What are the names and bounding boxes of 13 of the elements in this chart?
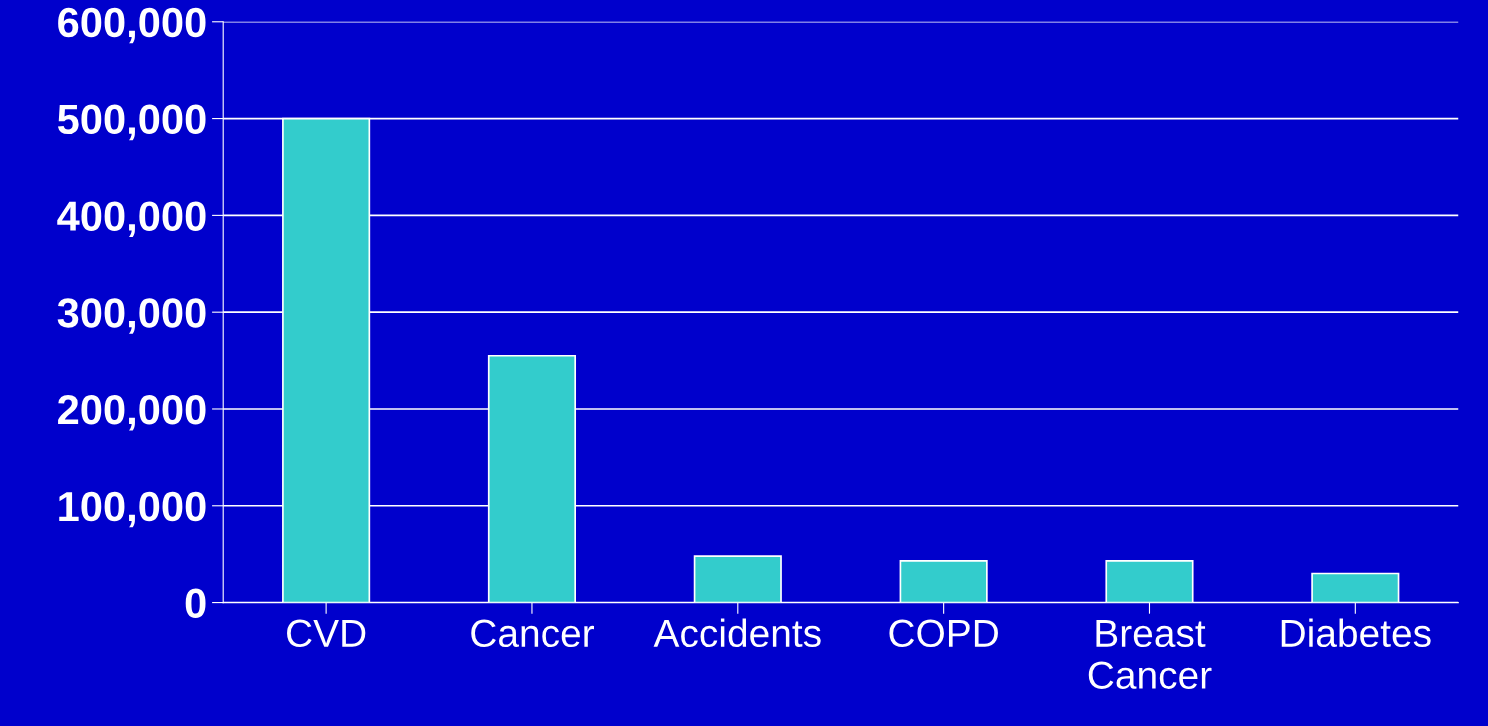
y-tick-label: 0 xyxy=(185,588,206,619)
y-tick-label: 600,000 xyxy=(58,7,206,44)
x-tick-label: Breast Cancer xyxy=(1088,619,1212,690)
y-tick-label: 500,000 xyxy=(57,104,206,141)
y-tick-label: 300,000 xyxy=(57,298,206,334)
x-tick-label: Cancer xyxy=(471,619,594,648)
y-tick-label: 400,000 xyxy=(57,201,206,237)
x-tick-label: COPD xyxy=(889,619,998,648)
y-tick-label: 200,000 xyxy=(58,394,206,431)
y-tick-label: 100,000 xyxy=(59,491,206,528)
x-tick-label: Diabetes xyxy=(1281,618,1431,648)
x-tick-label: CVD xyxy=(287,619,366,648)
x-tick-label: Accidents xyxy=(653,618,821,648)
